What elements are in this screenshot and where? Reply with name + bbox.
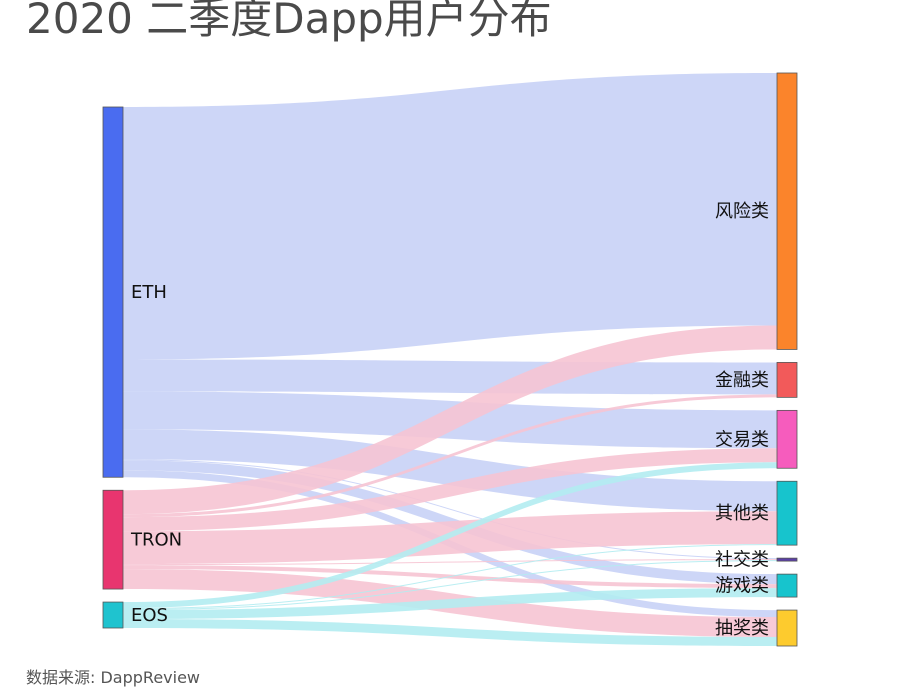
sankey-label-游戏类: 游戏类 — [715, 576, 769, 597]
sankey-node-交易类 — [776, 409, 798, 469]
sankey-link-EOS-抽奖类 — [123, 619, 777, 646]
sankey-link-TRON-金融类 — [123, 394, 777, 518]
sankey-node-其他类 — [776, 480, 798, 546]
sankey-node-社交类 — [776, 557, 798, 562]
sankey-link-ETH-社交类 — [123, 459, 777, 560]
sankey-nodes — [102, 72, 798, 647]
sankey-node-TRON — [102, 489, 124, 590]
sankey-link-ETH-风险类 — [123, 73, 777, 360]
sankey-link-EOS-交易类 — [123, 462, 777, 609]
sankey-links — [123, 73, 777, 646]
sankey-link-TRON-风险类 — [123, 325, 777, 515]
sankey-node-ETH — [102, 106, 124, 478]
sankey-label-其他类: 其他类 — [715, 503, 769, 524]
data-source-note: 数据来源: DappReview — [26, 668, 201, 687]
sankey-link-EOS-其他类 — [123, 544, 777, 610]
sankey-node-抽奖类 — [776, 609, 798, 647]
sankey-link-TRON-社交类 — [123, 559, 777, 566]
sankey-node-风险类 — [776, 72, 798, 350]
chart-title: 2020 二季度Dapp用户分布 — [26, 0, 552, 43]
sankey-node-EOS — [102, 601, 124, 629]
sankey-label-交易类: 交易类 — [715, 429, 769, 450]
sankey-link-TRON-交易类 — [123, 448, 777, 532]
sankey-link-EOS-游戏类 — [123, 588, 777, 620]
sankey-label-抽奖类: 抽奖类 — [715, 618, 769, 639]
sankey-link-ETH-金融类 — [123, 359, 777, 395]
sankey-node-游戏类 — [776, 573, 798, 598]
sankey-link-ETH-其他类 — [123, 429, 777, 512]
sankey-label-EOS: EOS — [131, 605, 168, 626]
sankey-label-TRON: TRON — [130, 530, 182, 551]
sankey-label-风险类: 风险类 — [715, 201, 769, 222]
sankey-node-金融类 — [776, 362, 798, 398]
sankey-link-EOS-社交类 — [123, 560, 777, 611]
sankey-label-金融类: 金融类 — [715, 370, 769, 391]
sankey-label-社交类: 社交类 — [715, 550, 769, 571]
sankey-label-ETH: ETH — [131, 282, 167, 303]
